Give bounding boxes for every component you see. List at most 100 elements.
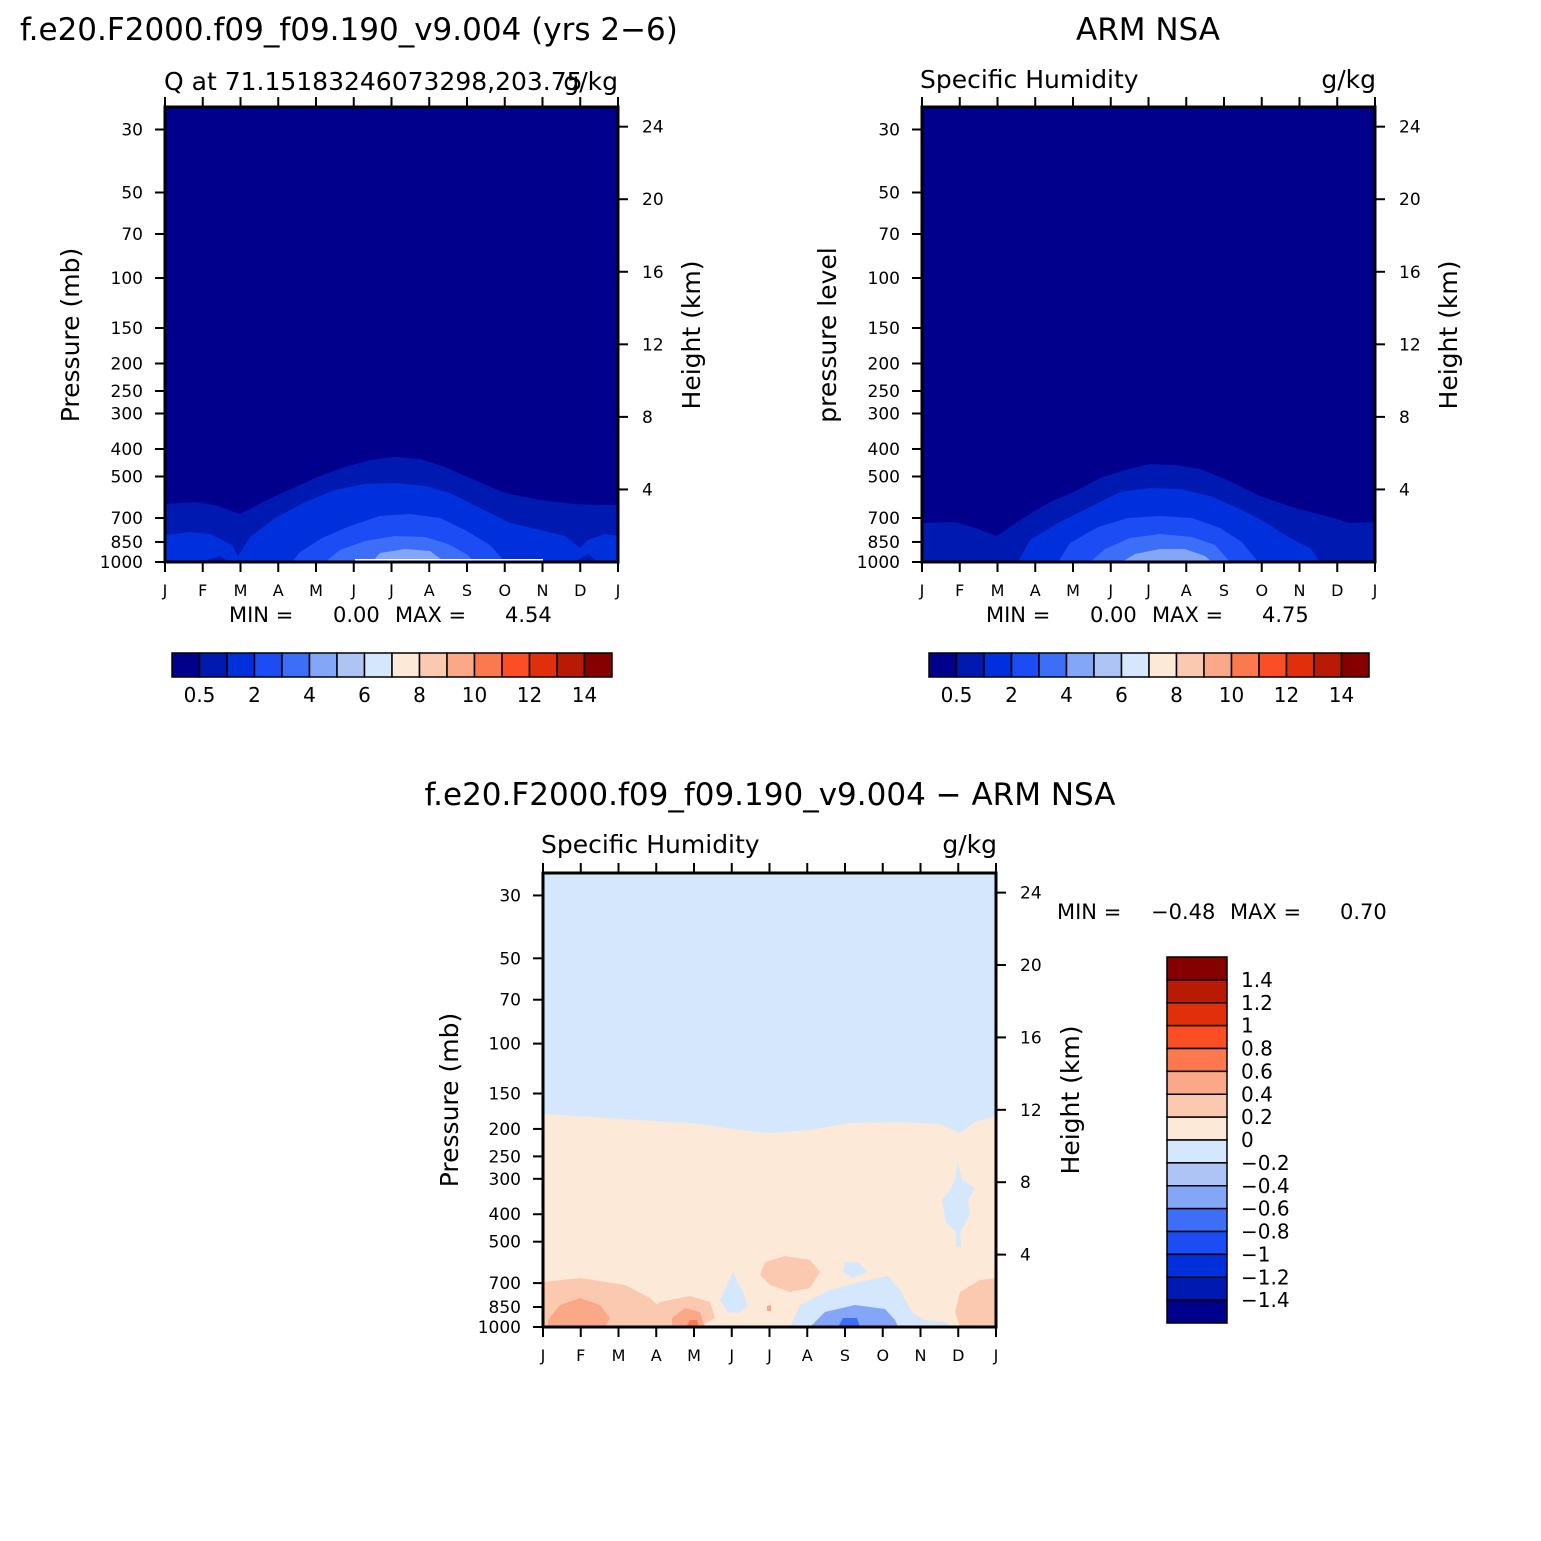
- colorbar-label: 0: [1241, 1128, 1254, 1152]
- y-right-tick-label: 12: [1020, 1101, 1042, 1121]
- y-right-tick-label: 4: [642, 480, 653, 500]
- y-tick-label: 850: [111, 533, 143, 553]
- colorbar-swatch: [336, 652, 366, 678]
- x-tick-label: J: [919, 581, 925, 600]
- y-tick-label: 250: [868, 382, 900, 402]
- colorbar-swatch: [1285, 652, 1315, 678]
- y-tick-label: 500: [489, 1233, 521, 1253]
- x-tick-label: J: [1107, 581, 1113, 600]
- y-tick-label: 30: [121, 120, 143, 140]
- x-tick-label: A: [273, 581, 284, 600]
- panel-model-title: f.e20.F2000.f09_f09.190_v9.004 (yrs 2−6): [20, 12, 678, 48]
- y-tick-label: 70: [121, 225, 143, 245]
- diff-max-label: MAX =: [1230, 900, 1301, 924]
- diff-contour-pos-0.4-jan: [548, 1298, 610, 1327]
- colorbar-swatch: [1258, 652, 1288, 678]
- x-tick-label: M: [309, 581, 323, 600]
- y-tick-label: 100: [868, 269, 900, 289]
- x-tick-label: A: [802, 1346, 813, 1365]
- x-tick-label: F: [955, 581, 964, 600]
- colorbar-swatch: [1166, 1230, 1228, 1256]
- colorbar-swatch: [1166, 1207, 1228, 1233]
- x-tick-label: J: [728, 1346, 734, 1365]
- colorbar-label: 4: [303, 683, 316, 707]
- diff-max-value: 0.70: [1340, 900, 1387, 924]
- y-tick-label: 50: [121, 183, 143, 203]
- y-tick-label: 400: [489, 1205, 521, 1225]
- y-right-tick-label: 16: [1399, 263, 1421, 283]
- x-tick-label: S: [1219, 581, 1229, 600]
- x-tick-label: J: [162, 581, 168, 600]
- colorbar-swatch: [253, 652, 283, 678]
- colorbar-label: −0.6: [1241, 1197, 1290, 1221]
- y-tick-label: 300: [868, 404, 900, 424]
- y-tick-label: 70: [499, 991, 521, 1011]
- x-tick-label: J: [350, 581, 356, 600]
- colorbar-swatch: [1340, 652, 1370, 678]
- colorbar-label: 0.8: [1241, 1037, 1273, 1061]
- colorbar-label: 0.2: [1241, 1105, 1273, 1129]
- obs-min-value: 0.00: [1090, 603, 1137, 627]
- y-tick-label: 50: [499, 949, 521, 969]
- panel-diff-title: f.e20.F2000.f09_f09.190_v9.004 − ARM NSA: [425, 777, 1116, 813]
- x-tick-label: A: [1030, 581, 1041, 600]
- colorbar-label: 6: [358, 683, 371, 707]
- colorbar-swatch: [1230, 652, 1260, 678]
- x-tick-label: A: [651, 1346, 662, 1365]
- y-tick-label: 30: [878, 120, 900, 140]
- y-tick-label: 100: [489, 1035, 521, 1055]
- x-tick-label: J: [540, 1346, 546, 1365]
- panel-diff-units: g/kg: [942, 830, 997, 859]
- x-tick-label: M: [687, 1346, 701, 1365]
- diff-colorbar: 1.41.210.80.60.40.20−0.2−0.4−0.6−0.8−1−1…: [1166, 956, 1290, 1324]
- colorbar-label: 14: [1329, 683, 1354, 707]
- y-right-tick-label: 24: [642, 118, 664, 138]
- obs-max-value: 4.75: [1262, 603, 1309, 627]
- colorbar-label: 12: [1274, 683, 1299, 707]
- colorbar-swatch: [1313, 652, 1343, 678]
- x-tick-label: J: [615, 581, 621, 600]
- y-tick-label: 1000: [857, 553, 900, 573]
- y-tick-label: 400: [111, 440, 143, 460]
- diff-contour-pos-speck: [767, 1305, 771, 1311]
- y-tick-label: 150: [489, 1085, 521, 1105]
- colorbar-swatch: [473, 652, 503, 678]
- y-right-tick-label: 8: [642, 408, 653, 428]
- panel-model-ylabel: Pressure (mb): [56, 248, 85, 422]
- x-tick-label: N: [537, 581, 549, 600]
- y-right-tick-label: 20: [642, 190, 664, 210]
- colorbar-label: 0.6: [1241, 1059, 1273, 1083]
- colorbar-swatch: [1203, 652, 1233, 678]
- colorbar-swatch: [1093, 652, 1123, 678]
- y-tick-label: 50: [878, 183, 900, 203]
- x-tick-label: S: [462, 581, 472, 600]
- x-tick-label: J: [993, 1346, 999, 1365]
- colorbar-swatch: [418, 652, 448, 678]
- colorbar-swatch: [171, 652, 201, 678]
- obs-min-label: MIN =: [986, 603, 1050, 627]
- colorbar-label: 2: [1005, 683, 1018, 707]
- y-tick-label: 250: [489, 1147, 521, 1167]
- x-tick-label: M: [234, 581, 248, 600]
- colorbar-label: −0.8: [1241, 1220, 1290, 1244]
- x-tick-label: N: [1294, 581, 1306, 600]
- x-tick-label: F: [198, 581, 207, 600]
- y-tick-label: 850: [489, 1298, 521, 1318]
- model-right-ticks: 24 20 16 12 8 4: [618, 118, 664, 500]
- y-right-tick-label: 16: [642, 263, 664, 283]
- y-right-tick-label: 8: [1399, 408, 1410, 428]
- colorbar-swatch: [1166, 1299, 1228, 1324]
- colorbar-swatch: [501, 652, 531, 678]
- colorbar-label: 1: [1241, 1014, 1254, 1038]
- colorbar-swatch: [1166, 1253, 1228, 1278]
- colorbar-label: 0.5: [184, 683, 216, 707]
- colorbar-label: 6: [1115, 683, 1128, 707]
- obs-max-label: MAX =: [1152, 603, 1223, 627]
- colorbar-swatch: [983, 652, 1013, 678]
- diff-contour-pos-jul: [760, 1256, 820, 1292]
- y-right-tick-label: 24: [1399, 118, 1421, 138]
